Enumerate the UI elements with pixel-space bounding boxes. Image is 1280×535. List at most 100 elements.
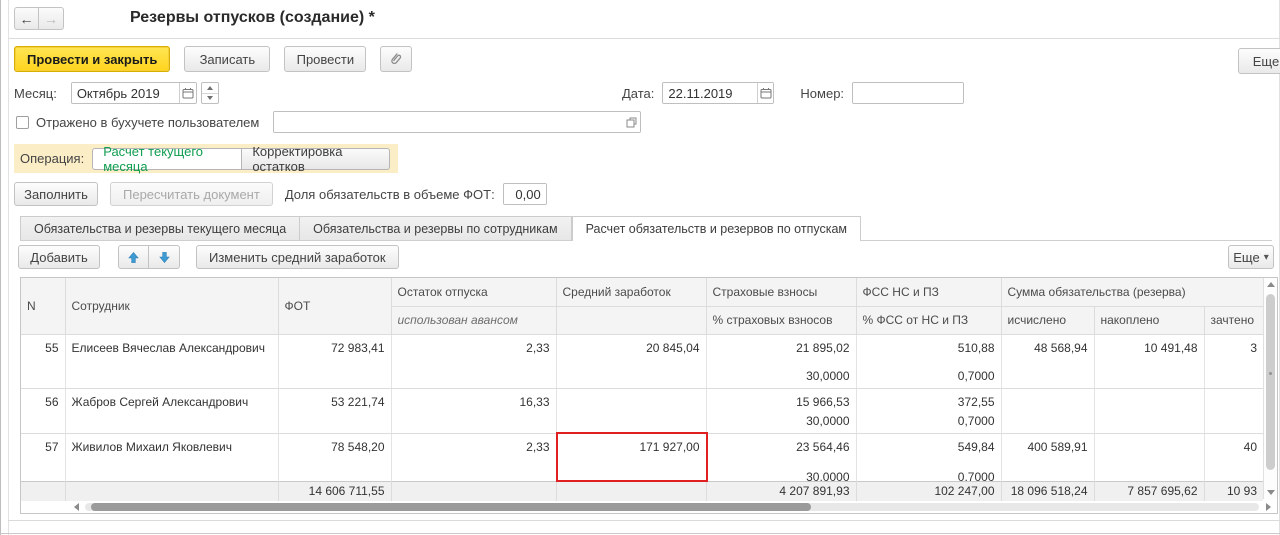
cell-insurance[interactable]: 21 895,02 30,0000 (706, 334, 857, 389)
attachments-button[interactable] (380, 46, 413, 72)
stepper-down-icon (201, 92, 218, 104)
horizontal-scrollbar[interactable] (21, 500, 1277, 513)
col-subheader-insurance-pct[interactable]: % страховых взносов (706, 306, 857, 335)
col-subheader-calculated[interactable]: исчислено (1001, 306, 1095, 335)
write-button[interactable]: Записать (184, 46, 271, 72)
cell-offset[interactable]: 3 (1204, 334, 1263, 389)
window-frame-left (0, 0, 1, 535)
cell-vacation-balance[interactable]: 2,33 (391, 433, 557, 481)
reflected-checkbox[interactable] (16, 115, 29, 129)
grid-row-55[interactable]: 55 Елисеев Вячеслав Александрович 72 983… (21, 334, 1263, 389)
grid-body-viewport: 55 Елисеев Вячеслав Александрович 72 983… (21, 334, 1263, 481)
grid-row-57[interactable]: 57 Живилов Михаил Яковлевич 78 548,20 2,… (21, 433, 1263, 481)
post-and-close-button[interactable]: Провести и закрыть (14, 46, 171, 72)
cell-accumulated[interactable] (1094, 388, 1205, 434)
col-subheader-average-empty[interactable] (556, 306, 707, 335)
window-frame-bottom-inner (8, 520, 1280, 521)
cell-calculated[interactable]: 48 568,94 (1001, 334, 1095, 389)
history-nav-group: ← → (14, 7, 64, 30)
number-input[interactable] (853, 83, 964, 103)
cell-vacation-balance[interactable]: 16,33 (391, 388, 557, 434)
scroll-up-icon[interactable] (1264, 278, 1277, 291)
cell-insurance[interactable]: 15 966,53 30,0000 (706, 388, 857, 434)
col-header-insurance[interactable]: Страховые взносы (706, 278, 857, 307)
change-average-earnings-button[interactable]: Изменить средний заработок (196, 245, 399, 269)
cell-employee[interactable]: Жабров Сергей Александрович (65, 388, 279, 434)
cell-num[interactable]: 55 (21, 334, 66, 389)
col-subheader-used-in-advance[interactable]: использован авансом (391, 306, 557, 335)
cell-num[interactable]: 56 (21, 388, 66, 434)
open-icon (626, 117, 637, 128)
grid-body: 55 Елисеев Вячеслав Александрович 72 983… (21, 334, 1263, 481)
move-down-button[interactable] (149, 245, 180, 269)
fill-button[interactable]: Заполнить (14, 182, 98, 206)
cell-fss[interactable]: 510,88 0,7000 (856, 334, 1002, 389)
cell-fot[interactable]: 78 548,20 (278, 433, 392, 481)
vertical-scrollbar[interactable] (1263, 278, 1277, 499)
recalculate-button[interactable]: Пересчитать документ (110, 182, 273, 206)
share-of-fot-input[interactable] (503, 184, 546, 204)
tab-vacation-calculation[interactable]: Расчет обязательств и резервов по отпуск… (571, 216, 861, 241)
col-header-fot[interactable]: ФОТ (278, 278, 392, 335)
cell-employee[interactable]: Живилов Михаил Яковлевич (65, 433, 279, 481)
cell-offset[interactable]: 40 (1204, 433, 1263, 481)
col-header-fss[interactable]: ФСС НС и ПЗ (856, 278, 1002, 307)
form-more-button[interactable]: Еще (1238, 48, 1280, 74)
date-label: Дата: (622, 85, 655, 101)
col-subheader-offset[interactable]: зачтено (1204, 306, 1264, 335)
grid-more-button[interactable]: Еще ▾ (1228, 245, 1274, 269)
col-header-employee[interactable]: Сотрудник (65, 278, 279, 335)
cell-fot[interactable]: 72 983,41 (278, 334, 392, 389)
scroll-down-icon[interactable] (1264, 486, 1277, 499)
grid-toolbar: Добавить Изменить средний заработок (18, 245, 399, 269)
cell-fss[interactable]: 549,84 0,7000 (856, 433, 1002, 481)
cell-calculated[interactable] (1001, 388, 1095, 434)
cell-accumulated[interactable]: 10 491,48 (1094, 334, 1205, 389)
vertical-scrollbar-thumb[interactable] (1266, 294, 1275, 470)
total-employee-empty (65, 480, 279, 501)
cell-vacation-balance[interactable]: 2,33 (391, 334, 557, 389)
cell-insurance[interactable]: 23 564,46 30,0000 (706, 433, 857, 481)
col-header-obligation[interactable]: Сумма обязательства (резерва) (1001, 278, 1264, 307)
insurance-value: 23 564,46 (796, 440, 850, 454)
tab-by-employees[interactable]: Обязательства и резервы по сотрудникам (300, 216, 572, 240)
cell-average-earnings[interactable]: 20 845,04 (556, 334, 707, 389)
cell-offset[interactable] (1204, 388, 1263, 434)
reflected-open-button[interactable] (622, 112, 641, 132)
col-subheader-accumulated[interactable]: накоплено (1094, 306, 1205, 335)
cell-fss[interactable]: 372,55 0,7000 (856, 388, 1002, 434)
col-header-vacation-balance[interactable]: Остаток отпуска (391, 278, 557, 307)
operation-correction-button[interactable]: Корректировка остатков (242, 144, 390, 174)
horizontal-scrollbar-thumb[interactable] (91, 502, 811, 511)
scroll-right-icon[interactable] (1261, 501, 1275, 513)
scroll-left-icon[interactable] (69, 501, 83, 513)
cell-fot[interactable]: 53 221,74 (278, 388, 392, 434)
col-subheader-fss-pct[interactable]: % ФСС от НС и ПЗ (856, 306, 1002, 335)
month-input[interactable] (71, 83, 180, 103)
cell-num[interactable]: 57 (21, 433, 66, 481)
operation-current-month-button[interactable]: Расчет текущего месяца (92, 144, 243, 174)
move-up-button[interactable] (118, 245, 149, 269)
reflected-input[interactable] (274, 112, 623, 132)
cell-employee[interactable]: Елисеев Вячеслав Александрович (65, 334, 279, 389)
cell-accumulated[interactable] (1094, 433, 1205, 481)
tab-current-month[interactable]: Обязательства и резервы текущего месяца (20, 216, 301, 240)
grid-row-56[interactable]: 56 Жабров Сергей Александрович 53 221,74… (21, 388, 1263, 434)
cell-calculated[interactable]: 400 589,91 (1001, 433, 1095, 481)
month-stepper[interactable] (200, 82, 219, 104)
date-input[interactable] (663, 83, 758, 103)
post-button[interactable]: Провести (284, 46, 367, 72)
cell-average-earnings[interactable] (556, 388, 707, 434)
col-header-num[interactable]: N (21, 278, 66, 335)
forward-button[interactable]: → (39, 7, 64, 30)
col-header-average-earnings[interactable]: Средний заработок (556, 278, 707, 307)
back-arrow-icon: ← (19, 10, 34, 27)
back-button[interactable]: ← (14, 7, 39, 30)
cell-average-earnings[interactable]: 171 927,00 (556, 433, 707, 481)
operation-toggle: Расчет текущего месяца Корректировка ост… (92, 144, 390, 174)
window-frame-bottom (0, 533, 1280, 534)
month-calendar-button[interactable] (179, 83, 196, 103)
date-calendar-button[interactable] (757, 83, 774, 103)
forward-arrow-icon: → (44, 10, 58, 27)
add-row-button[interactable]: Добавить (18, 245, 100, 269)
